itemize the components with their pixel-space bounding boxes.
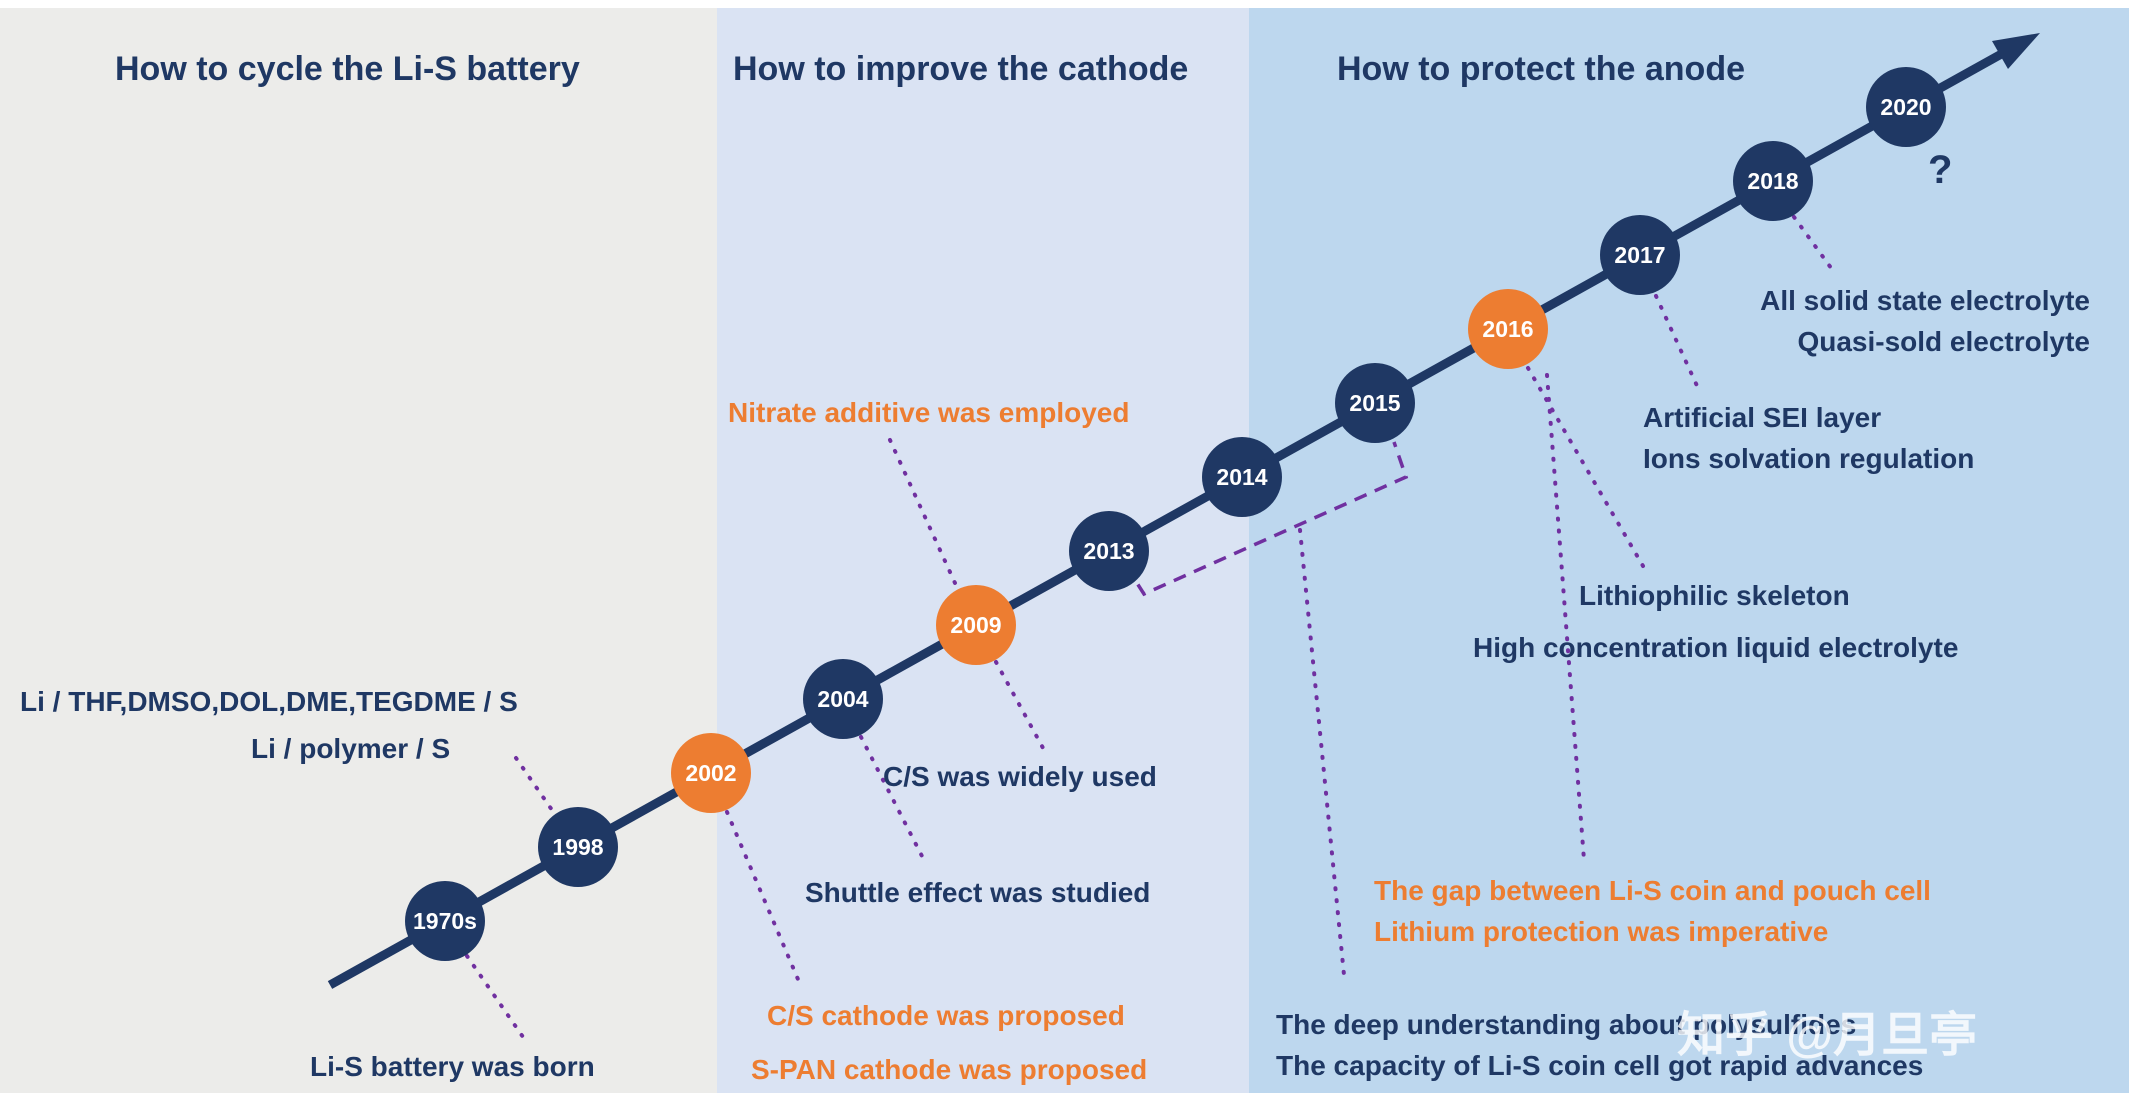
annotation-lithiophilic: Lithiophilic skeleton [1579,580,1850,611]
connector-bracket-deep [1298,528,1346,977]
annotation-cs-cathode-proposed: C/S cathode was proposed [767,1000,1125,1031]
annotation-high-concentration: High concentration liquid electrolyte [1473,632,1959,663]
annotation-deep-line1: The deep understanding about polysulfide… [1276,1009,1857,1040]
timeline-node-2015: 2015 [1335,363,1415,443]
annotation-sei: Artificial SEI layer Ions solvation regu… [1643,397,1974,479]
connector-2016-lithiophilic [1526,366,1645,568]
timeline-node-1998: 1998 [538,807,618,887]
timeline-node-1970s: 1970s [405,881,485,961]
annotation-solid-state: All solid state electrolyte Quasi-sold e… [1760,280,2090,362]
watermark: 知乎 @月旦亭 [1677,1009,1978,1062]
timeline-node-2020: 2020 [1866,67,1946,147]
connector-2016-gap [1545,373,1586,862]
annotation-deep-line2: The capacity of Li-S coin cell got rapid… [1276,1050,1924,1081]
panel-cycle-battery [0,8,717,1093]
connector-polymer-1998 [514,756,554,812]
annotation-gap-line1: The gap between Li-S coin and pouch cell [1374,875,1931,906]
timeline-node-2017: 2017 [1600,215,1680,295]
connector-1970s-born [465,954,525,1039]
annotation-sei-line1: Artificial SEI layer [1643,402,1882,433]
panel-protect-anode [1249,8,2129,1093]
annotation-cycle-polymer: Li / polymer / S [251,733,451,764]
annotation-solid-state-line1: All solid state electrolyte [1760,285,2090,316]
annotation-gap-line2: Lithium protection was imperative [1374,916,1829,947]
timeline-arrow-icon [1992,33,2040,69]
connector-nitrate-2009 [888,438,957,585]
future-question-mark: ? [1928,148,1953,192]
connector-2018-solid-state [1792,215,1836,274]
annotation-gap: The gap between Li-S coin and pouch cell… [1374,870,1931,952]
timeline-node-2016: 2016 [1468,289,1548,369]
annotation-shuttle-effect: Shuttle effect was studied [805,877,1151,908]
timeline-node-2002: 2002 [671,733,751,813]
connector-2017-sei [1654,294,1700,390]
header-improve-cathode: How to improve the cathode [733,50,1189,88]
connector-2004-shuttle [859,735,927,864]
annotation-nitrate-additive: Nitrate additive was employed [728,397,1130,428]
annotation-battery-born: Li-S battery was born [310,1051,595,1082]
timeline-node-2004: 2004 [803,659,883,739]
header-protect-anode: How to protect the anode [1337,50,1745,88]
header-cycle-battery: How to cycle the Li-S battery [115,50,580,88]
annotation-cs-widely-used: C/S was widely used [883,761,1157,792]
timeline-node-2009: 2009 [936,585,1016,665]
connector-2009-cs-used [994,660,1045,750]
connector-2002-cs-cathode [725,810,802,986]
bracket-2013-2015 [1124,441,1409,597]
timeline-node-2013: 2013 [1069,511,1149,591]
annotation-deep-understanding: The deep understanding about polysulfide… [1276,1004,1923,1086]
timeline-node-2014: 2014 [1202,437,1282,517]
annotation-cycle-solvents: Li / THF,DMSO,DOL,DME,TEGDME / S [20,686,518,717]
annotation-span-cathode-proposed: S-PAN cathode was proposed [751,1054,1148,1085]
panel-improve-cathode [717,8,1249,1093]
timeline-node-2018: 2018 [1733,141,1813,221]
annotation-solid-state-line2: Quasi-sold electrolyte [1797,326,2090,357]
annotation-sei-line2: Ions solvation regulation [1643,443,1975,474]
